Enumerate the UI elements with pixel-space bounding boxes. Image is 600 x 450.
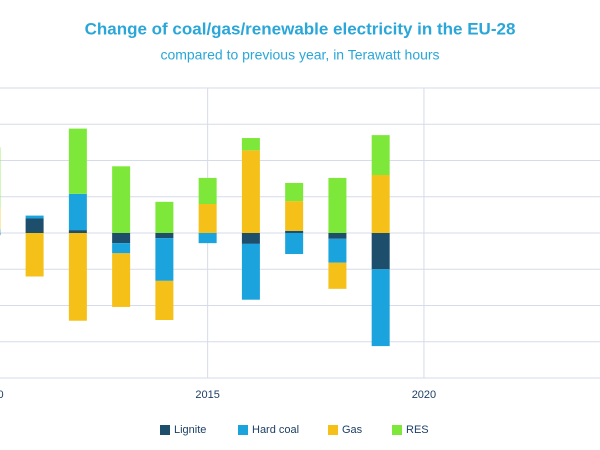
bar-segment: [25, 233, 44, 277]
bar-segment: [112, 233, 131, 244]
bar-segment: [68, 128, 87, 194]
bar-segment: [328, 262, 347, 289]
legend-label: Gas: [342, 424, 363, 436]
x-tick-label: 2020: [412, 389, 436, 401]
bar-segment: [371, 233, 390, 270]
bar-segment: [198, 204, 217, 233]
legend-label: RES: [406, 424, 429, 436]
bar-segment: [328, 233, 347, 239]
bar-segment: [25, 218, 44, 233]
bar-segment: [198, 233, 217, 244]
bar-segment: [68, 233, 87, 321]
bar-segment: [241, 150, 260, 233]
bar-segment: [371, 175, 390, 233]
bar-segment: [241, 138, 260, 151]
legend-swatch: [160, 425, 170, 435]
bar-segment: [328, 177, 347, 233]
bar-segment: [285, 182, 304, 202]
chart-subtitle: compared to previous year, in Terawatt h…: [160, 47, 439, 63]
bar-segment: [241, 243, 260, 300]
bar-segment: [328, 238, 347, 263]
bar-segment: [371, 135, 390, 175]
legend-swatch: [392, 425, 402, 435]
bar-segment: [112, 253, 131, 307]
bar-segment: [155, 201, 174, 233]
bar-segment: [285, 230, 304, 233]
bar-segment: [155, 280, 174, 320]
legend-swatch: [328, 425, 338, 435]
bar-segment: [155, 238, 174, 281]
bar-segment: [25, 215, 44, 219]
legend-label: Hard coal: [252, 424, 299, 436]
bar-segment: [112, 166, 131, 233]
bar-segment: [112, 243, 131, 254]
x-tick-label: 2015: [195, 389, 219, 401]
bar-segment: [68, 230, 87, 233]
bar-segment: [155, 233, 174, 239]
bar-segment: [198, 177, 217, 204]
legend-label: Lignite: [174, 424, 206, 436]
bar-segment: [241, 233, 260, 244]
legend-swatch: [238, 425, 248, 435]
bar-segment: [285, 233, 304, 255]
bar-segment: [371, 269, 390, 347]
bar-segment: [285, 201, 304, 231]
bar-segment: [68, 193, 87, 231]
chart-title: Change of coal/gas/renewable electricity…: [85, 19, 516, 38]
x-tick-label: 2010: [0, 389, 4, 401]
